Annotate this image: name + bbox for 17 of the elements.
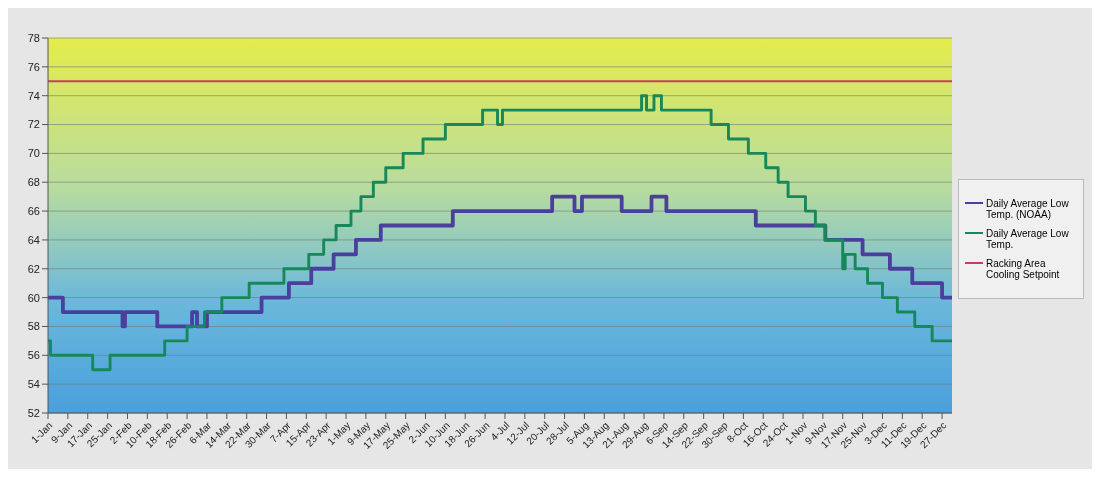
y-tick-label: 64 <box>27 233 40 246</box>
legend-label: Daily Average Low Temp. (NOAA) <box>986 197 1070 220</box>
y-tick-label: 52 <box>27 406 40 419</box>
y-tick-label: 68 <box>27 176 40 189</box>
y-tick-label: 66 <box>27 204 40 217</box>
y-tick-label: 60 <box>27 291 40 304</box>
legend-label: Racking Area Cooling Setpoint <box>986 257 1061 280</box>
y-tick-label: 70 <box>27 147 40 160</box>
y-tick-label: 58 <box>27 320 40 333</box>
y-tick-label: 78 <box>27 31 40 44</box>
y-tick-label: 62 <box>27 262 40 275</box>
y-tick-label: 72 <box>27 118 40 131</box>
y-tick-label: 54 <box>27 378 40 391</box>
y-tick-label: 74 <box>27 89 40 102</box>
y-tick-label: 56 <box>27 349 40 362</box>
y-tick-label: 76 <box>27 60 40 73</box>
legend-label: Daily Average Low Temp. <box>986 227 1070 250</box>
